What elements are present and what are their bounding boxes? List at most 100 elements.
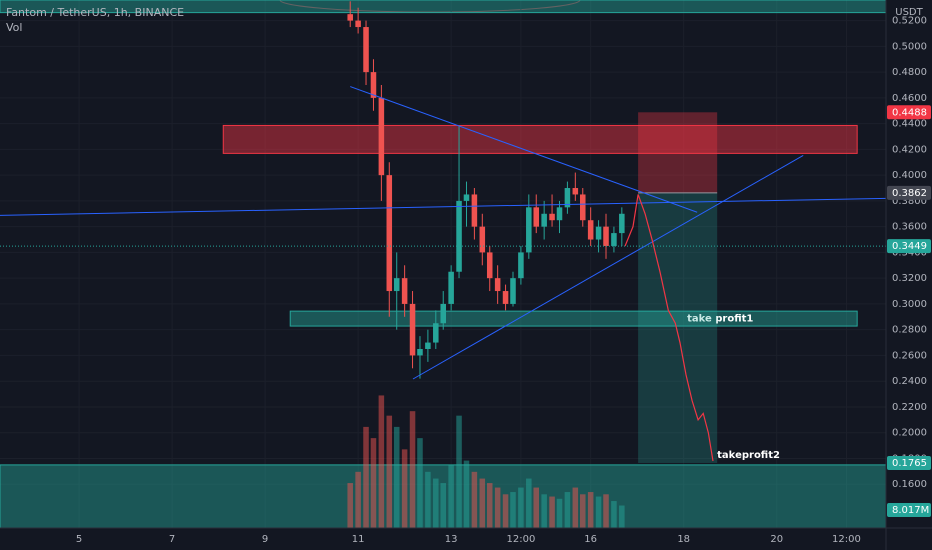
volume-bar: [486, 483, 493, 528]
volume-bar: [587, 492, 594, 528]
price-badge: [887, 239, 931, 254]
candle-body: [463, 194, 470, 201]
volume-bar: [355, 471, 361, 528]
volume-bar: [440, 483, 446, 528]
price-badge: [887, 455, 931, 470]
volume-bar: [541, 494, 547, 528]
x-tick-label: 18: [677, 534, 690, 545]
candle-body: [510, 278, 516, 304]
target-label: takeprofit2: [717, 450, 780, 461]
price-badge-label: 0.1765: [892, 458, 927, 469]
candle-body: [401, 278, 408, 304]
volume-bar: [393, 426, 400, 528]
candle-body: [549, 213, 555, 221]
y-tick-label: 0.3600: [892, 222, 927, 233]
x-tick-label: 11: [352, 534, 365, 545]
candle-body: [393, 278, 400, 292]
volume-badge: [887, 502, 931, 517]
volume-title: Vol: [6, 21, 22, 34]
y-tick-label: 0.1600: [892, 479, 927, 490]
y-tick-label: 0.2200: [892, 402, 927, 413]
price-badge-label: 0.4488: [892, 107, 927, 118]
y-tick-label: 0.4200: [892, 144, 927, 155]
candle-body: [494, 278, 501, 292]
candle-body: [611, 233, 617, 246]
candle-body: [425, 342, 431, 349]
volume-bar: [479, 478, 486, 528]
zone: [0, 0, 886, 14]
candle-body: [518, 252, 524, 279]
volume-bar: [556, 498, 563, 528]
volume-bar: [494, 487, 501, 528]
candle-body: [533, 207, 540, 227]
candle-body: [619, 213, 625, 234]
volume-bar: [448, 465, 454, 528]
volume-bar: [619, 505, 625, 528]
x-tick-label: 12:00: [506, 534, 535, 545]
candle-body: [526, 207, 532, 253]
volume-bar: [510, 492, 516, 528]
volume-bar: [595, 496, 602, 528]
candle-body: [595, 226, 602, 240]
volume-bar: [409, 411, 416, 528]
x-tick-label: 16: [584, 534, 597, 545]
volume-bar: [549, 496, 555, 528]
volume-bar: [533, 487, 540, 528]
volume-bar: [564, 492, 571, 528]
volume-bar: [456, 415, 462, 528]
volume-bar: [370, 438, 377, 528]
candle-body: [440, 303, 446, 324]
candle-body: [386, 175, 393, 292]
volume-bar: [603, 494, 609, 528]
candle-body: [486, 252, 493, 279]
zone-label: take profit1: [687, 314, 753, 325]
x-tick-label: 7: [169, 534, 175, 545]
candle-body: [378, 97, 385, 176]
highlight-ellipse: [279, 0, 581, 13]
volume-badge-label: 8.017M: [892, 505, 929, 516]
volume-bar: [386, 415, 393, 528]
trendline: [412, 155, 804, 380]
volume-bar: [363, 426, 369, 528]
volume-bar: [518, 487, 524, 528]
volume-bar: [378, 395, 385, 528]
price-badge: [887, 185, 931, 200]
y-tick-label: 0.4000: [892, 170, 927, 181]
volume-bar: [579, 494, 586, 528]
projection-line: [624, 194, 714, 462]
plot-area: take profit1 takeprofit2: [0, 0, 886, 528]
volume-bar: [417, 438, 423, 528]
candle-body: [448, 271, 454, 304]
y-tick-label: 0.2000: [892, 428, 927, 439]
y-tick-label: 0.2800: [892, 325, 927, 336]
x-tick-label: 20: [770, 534, 783, 545]
currency-label: USDT: [895, 7, 923, 18]
x-tick-label: 5: [76, 534, 82, 545]
trendline: [0, 197, 886, 216]
candle-body: [579, 194, 586, 221]
candle-body: [556, 207, 563, 221]
chart-title: Fantom / TetherUS, 1h, BINANCE: [6, 6, 184, 19]
x-tick-label: 9: [262, 534, 268, 545]
volume-bar: [611, 501, 617, 528]
x-tick-label: 13: [445, 534, 458, 545]
candle-body: [572, 188, 579, 195]
volume-bar: [425, 471, 431, 528]
volume-bar: [433, 478, 439, 528]
zone: [289, 310, 858, 327]
candle-body: [541, 213, 547, 227]
candle-body: [564, 188, 571, 208]
volume-bar: [463, 460, 470, 528]
volume-bar: [471, 471, 478, 528]
y-tick-label: 0.5200: [892, 16, 927, 27]
trendline: [350, 86, 698, 213]
candle-body: [433, 323, 439, 343]
volume-bar: [347, 483, 353, 528]
candle-body: [355, 20, 361, 28]
candle-body: [347, 14, 353, 21]
y-tick-label: 0.4400: [892, 119, 927, 130]
stop-zone: [638, 112, 718, 193]
candle-body: [370, 72, 377, 98]
candle-body: [471, 194, 478, 227]
